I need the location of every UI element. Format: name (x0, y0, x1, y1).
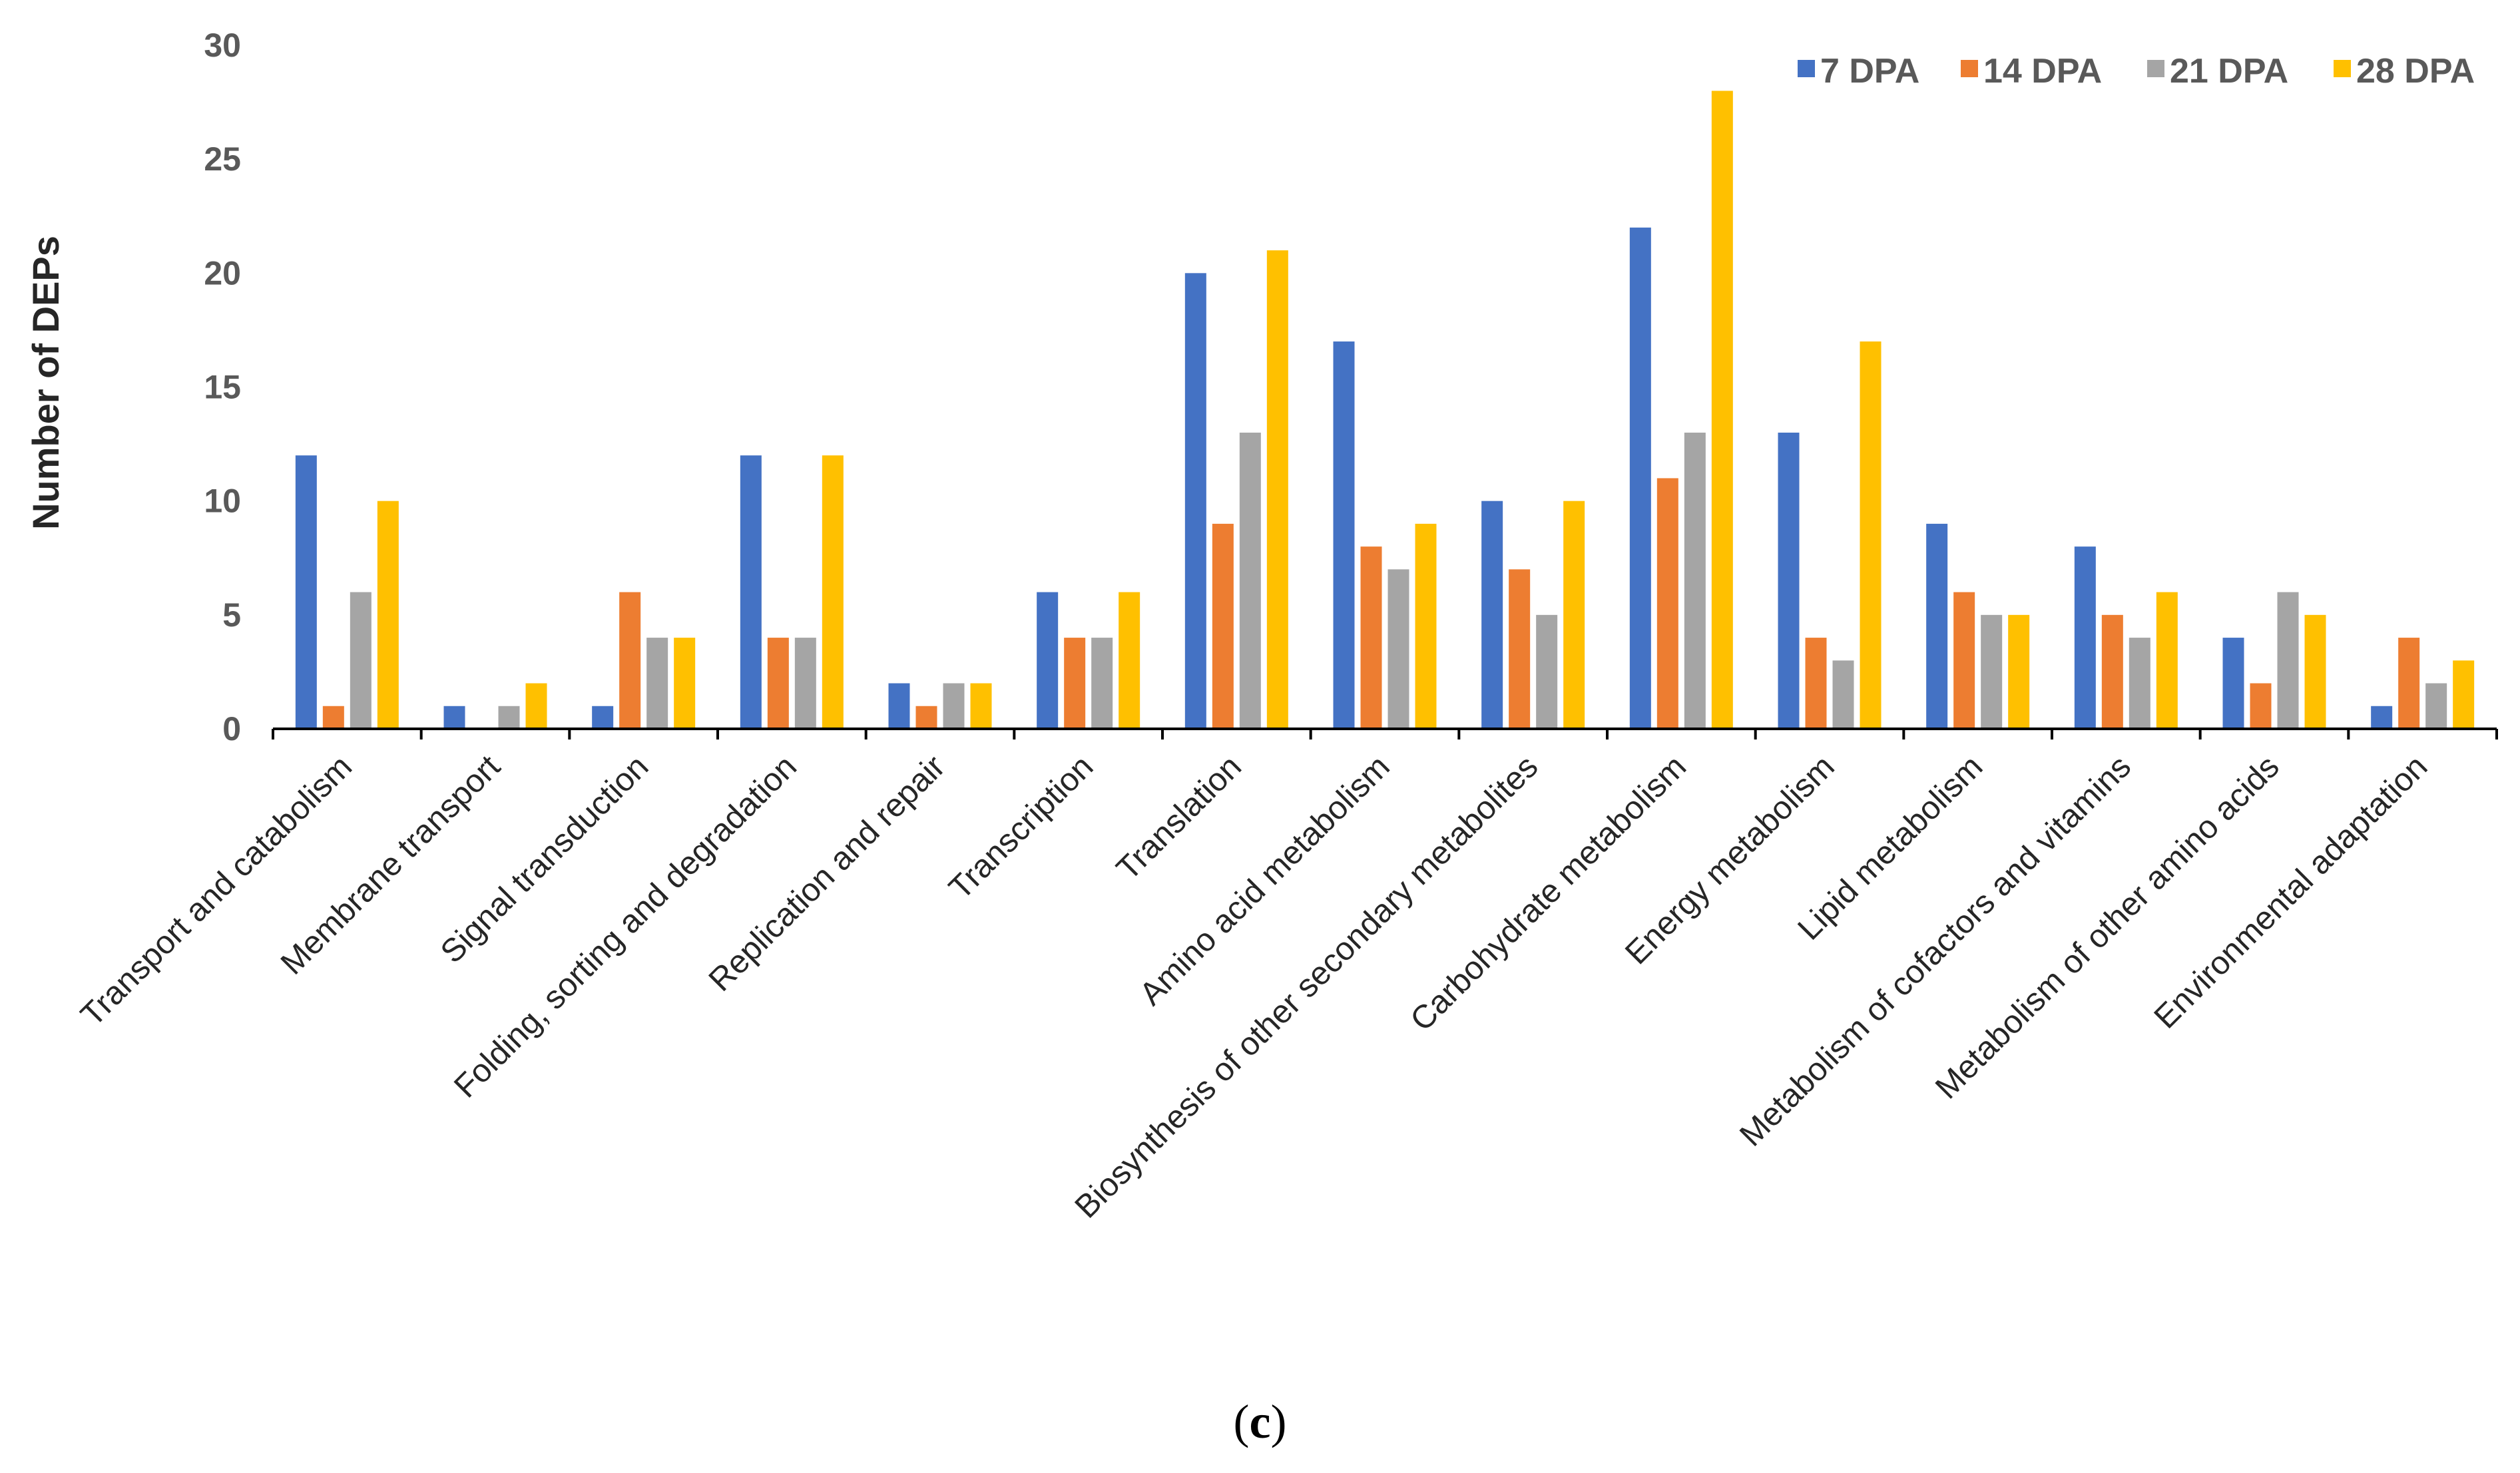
bar (1091, 638, 1113, 729)
bar (740, 455, 762, 729)
x-category-label: Amino acid metabolism (1133, 749, 1396, 1012)
bar (525, 683, 547, 729)
x-category-label: Replication and repair (702, 749, 952, 998)
y-tick-label: 5 (222, 596, 241, 634)
legend-swatch (1961, 60, 1978, 77)
bar (2425, 683, 2447, 729)
bar (2304, 614, 2326, 729)
y-tick-label: 0 (222, 710, 241, 747)
bar (2074, 546, 2096, 729)
bar (1629, 227, 1651, 729)
bar (295, 455, 317, 729)
bar (943, 683, 965, 729)
bar (646, 638, 668, 729)
y-tick-label: 30 (204, 27, 241, 64)
bar (443, 706, 465, 729)
bar (1711, 91, 1733, 729)
y-tick-label: 15 (204, 369, 241, 406)
x-category-label: Translation (1110, 749, 1248, 887)
bar (2222, 638, 2244, 729)
bar (2453, 660, 2475, 729)
bar (1239, 432, 1261, 729)
y-axis-title: Number of DEPs (25, 236, 67, 530)
bar (2101, 614, 2123, 729)
bar (674, 638, 696, 729)
bar (1684, 432, 1706, 729)
bar (592, 706, 614, 729)
bar (2008, 614, 2030, 729)
bar (1387, 569, 1409, 729)
y-tick-label: 25 (204, 140, 241, 178)
x-category-label: Transcription (942, 749, 1100, 907)
legend-label: 28 DPA (2356, 52, 2475, 91)
bar (1333, 341, 1355, 729)
bar (2129, 638, 2150, 729)
bar (1981, 614, 2003, 729)
y-tick-label: 10 (204, 483, 241, 520)
bar (2250, 683, 2272, 729)
bar (1656, 478, 1678, 729)
bar (1926, 523, 1948, 729)
bar (322, 706, 344, 729)
bar (1953, 592, 1975, 729)
y-tick-label: 20 (204, 254, 241, 292)
bar (1563, 501, 1585, 729)
bar (498, 706, 520, 729)
bar (619, 592, 641, 729)
bar (970, 683, 992, 729)
caption-letter: c (1249, 1395, 1271, 1448)
bar (767, 638, 789, 729)
bar (915, 706, 937, 729)
bar (888, 683, 910, 729)
bar (1212, 523, 1234, 729)
x-category-label: Transport and catabolism (74, 749, 359, 1034)
bar (1778, 432, 1800, 729)
bar (2156, 592, 2178, 729)
bar (1805, 638, 1827, 729)
bar (1509, 569, 1531, 729)
legend-swatch (2334, 60, 2351, 77)
bar (1064, 638, 1086, 729)
legend-label: 21 DPA (2170, 52, 2288, 91)
legend-swatch (1798, 60, 1815, 77)
caption-open: ( (1233, 1395, 1250, 1448)
bar (2277, 592, 2299, 729)
bar (2371, 706, 2393, 729)
bar (1184, 273, 1206, 729)
bar (1481, 501, 1503, 729)
bar (1037, 592, 1059, 729)
bar (1832, 660, 1854, 729)
bar (1360, 546, 1382, 729)
legend-label: 14 DPA (1983, 52, 2102, 91)
legend-swatch (2147, 60, 2164, 77)
x-category-label: Carbohydrate metabolism (1403, 749, 1693, 1038)
bar (1415, 523, 1437, 729)
legend-label: 7 DPA (1820, 52, 1919, 91)
bar (822, 455, 844, 729)
bar (377, 501, 399, 729)
bar (1119, 592, 1140, 729)
bar (2398, 638, 2420, 729)
caption-close: ) (1270, 1395, 1287, 1448)
bar (1536, 614, 1558, 729)
figure-caption: (c) (0, 1394, 2520, 1450)
bar (1266, 250, 1288, 730)
x-category-label: Environmental adaptation (2147, 749, 2434, 1036)
bar (350, 592, 372, 729)
bar (794, 638, 816, 729)
bar (1860, 341, 1882, 729)
